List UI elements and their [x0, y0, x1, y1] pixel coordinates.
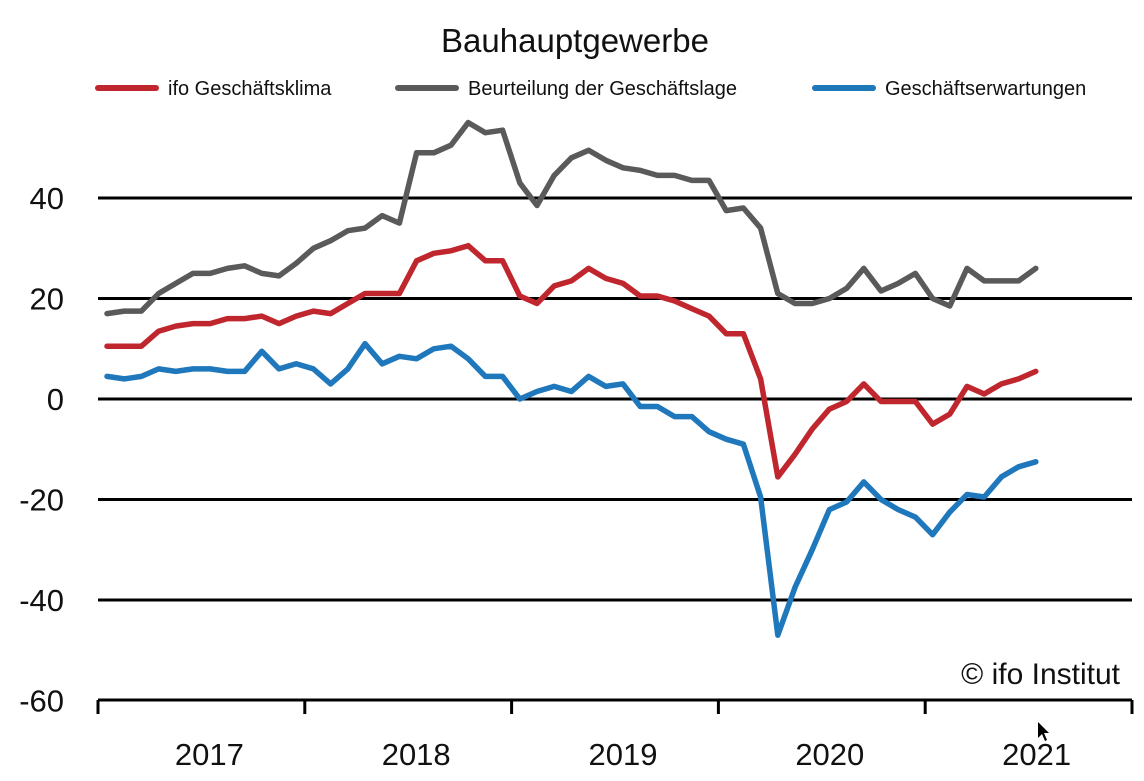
mouse-cursor-icon — [1038, 722, 1049, 741]
chart-title: Bauhauptgewerbe — [441, 22, 709, 59]
legend: ifo Geschäftsklima Beurteilung der Geschä… — [95, 78, 1086, 100]
y-tick-label: -60 — [19, 684, 64, 719]
legend-label: Geschäftserwartungen — [885, 78, 1086, 100]
y-tick-label: -20 — [19, 483, 64, 518]
x-tick-label: 2018 — [382, 737, 451, 772]
y-axis-ticks: 40 20 0 -20 -40 -60 — [19, 181, 64, 719]
series-lines — [104, 119, 1039, 638]
gridlines — [98, 196, 1132, 602]
series-line — [104, 242, 1039, 480]
legend-label: ifo Geschäftsklima — [168, 78, 332, 100]
x-tick-label: 2017 — [175, 737, 244, 772]
series-line — [104, 119, 1039, 317]
x-tick-label: 2019 — [589, 737, 658, 772]
y-tick-label: 0 — [47, 382, 64, 417]
x-tick-label: 2021 — [1002, 737, 1071, 772]
x-axis: 2017 2018 2019 2020 2021 — [96, 698, 1134, 772]
series-line — [104, 340, 1039, 638]
legend-label: Beurteilung der Geschäftslage — [468, 78, 737, 100]
y-tick-label: -40 — [19, 583, 64, 618]
copyright-label: © ifo Institut — [961, 658, 1120, 691]
x-tick-label: 2020 — [795, 737, 864, 772]
y-tick-label: 40 — [30, 181, 64, 216]
y-tick-label: 20 — [30, 282, 64, 317]
